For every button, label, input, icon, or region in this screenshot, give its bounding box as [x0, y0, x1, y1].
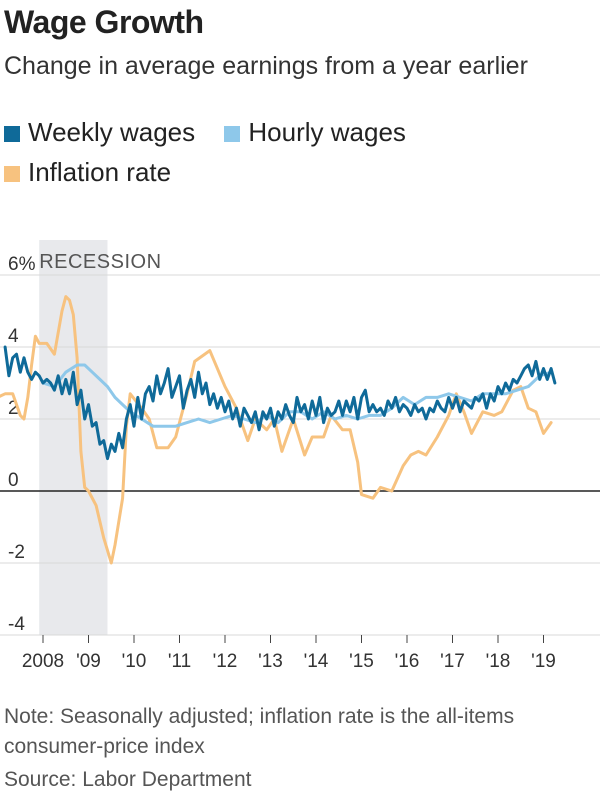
y-tick-label: 0: [8, 470, 19, 491]
recession-label: RECESSION: [39, 251, 161, 273]
x-tick-label: '11: [168, 651, 191, 672]
x-tick-label: '10: [122, 651, 147, 672]
x-tick-label: '09: [76, 651, 101, 672]
x-tick-label: '19: [531, 651, 556, 672]
x-tick-label: '18: [486, 651, 511, 672]
legend: Weekly wages Hourly wages Inflation rate: [4, 112, 600, 192]
legend-item-weekly-wages: Weekly wages: [4, 112, 195, 152]
legend-swatch-inflation-rate: [4, 166, 20, 182]
legend-swatch-weekly-wages: [4, 126, 20, 142]
x-tick-label: '12: [213, 651, 238, 672]
y-tick-label: -4: [8, 614, 25, 635]
legend-item-hourly-wages: Hourly wages: [224, 112, 406, 152]
chart-subtitle: Change in average earnings from a year e…: [4, 52, 528, 80]
chart-source: Source: Labor Department: [4, 768, 252, 791]
legend-swatch-hourly-wages: [224, 126, 241, 142]
y-tick-label: -2: [8, 542, 25, 563]
x-tick-label: '16: [395, 651, 420, 672]
series-line-weekly-wages: [3, 345, 557, 461]
chart-title: Wage Growth: [4, 4, 204, 40]
x-tick-label: '13: [258, 651, 283, 672]
x-tick-label: '14: [304, 651, 329, 672]
x-tick-label: 2008: [22, 651, 64, 672]
series-line-hourly-wages: [41, 363, 553, 428]
legend-label-weekly-wages: Weekly wages: [28, 117, 196, 147]
y-tick-label: 2: [8, 398, 19, 419]
y-tick-label: 6%: [8, 254, 36, 275]
y-tick-label: 4: [8, 326, 19, 347]
x-tick-label: '15: [349, 651, 374, 672]
legend-label-inflation-rate: Inflation rate: [28, 157, 172, 187]
legend-label-hourly-wages: Hourly wages: [248, 117, 406, 147]
x-tick-label: '17: [440, 651, 465, 672]
legend-item-inflation-rate: Inflation rate: [4, 152, 171, 192]
recession-band: [39, 240, 108, 635]
chart-note: Note: Seasonally adjusted; inflation rat…: [4, 705, 515, 758]
